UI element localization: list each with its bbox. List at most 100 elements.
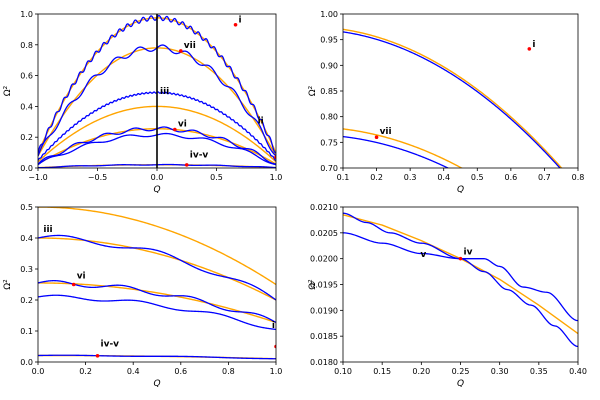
y-tick-label: 0.80 — [320, 113, 338, 122]
y-tick-label: 0.85 — [320, 87, 338, 96]
marker-point — [95, 354, 100, 358]
y-axis-label: Ω² — [3, 279, 13, 290]
y-tick-label: 0.75 — [320, 138, 338, 147]
x-tick-label: 0.1 — [337, 173, 350, 182]
annotation-iii: iii — [160, 87, 169, 97]
x-tick-label: 1.0 — [270, 173, 283, 182]
annotation-i: i — [239, 16, 242, 26]
approx-curve-i-fit — [343, 28, 563, 168]
x-tick-label: 0.4 — [127, 367, 140, 376]
y-tick-label: 0.95 — [320, 36, 338, 45]
annotation-vii: vii — [380, 127, 392, 137]
panel-top-left: i vii iii vi ii iv-v −1.0 −0.5 0.0 0.5 1.0 0.0 0.2 0.… — [3, 10, 282, 195]
y-tick-label: 0.90 — [320, 61, 338, 70]
x-tick-label: 0.15 — [373, 367, 391, 376]
x-tick-label: 0.30 — [491, 367, 509, 376]
curve-vii — [343, 135, 450, 168]
approx-curve-vii-fit — [343, 128, 463, 168]
plot-area: iii vi ii iv-v — [38, 207, 278, 360]
x-tick-label: 0.10 — [334, 367, 352, 376]
annotation-vi: vi — [178, 120, 187, 130]
x-tick-label: 0.8 — [572, 173, 585, 182]
plot-area: iv v — [343, 212, 578, 348]
axes-frame — [37, 206, 277, 363]
x-tick-label: −0.5 — [88, 173, 107, 182]
y-tick-label: 0.8 — [20, 41, 33, 50]
x-axis-label: Q — [153, 185, 160, 195]
y-tick-label: 0.0205 — [310, 229, 338, 238]
y-tick-label: 0.70 — [320, 164, 338, 173]
x-tick-label: 0.40 — [569, 367, 587, 376]
x-tick-label: 0.2 — [79, 367, 92, 376]
marker-point — [71, 282, 76, 287]
annotation-vii: vii — [184, 41, 196, 51]
y-tick-label: 0.0185 — [310, 332, 338, 341]
plot-area: i vii — [343, 28, 563, 168]
curve-iii — [38, 234, 276, 301]
plot-area: i vii iii vi ii iv-v — [38, 14, 276, 168]
y-tick-label: 0.2 — [20, 133, 33, 142]
approx-curve-vi-fit — [38, 282, 276, 324]
annotation-iv: iv — [464, 248, 473, 258]
annotation-iii: iii — [43, 225, 52, 235]
x-tick-label: 0.8 — [222, 367, 235, 376]
y-tick-label: 0.3 — [20, 265, 33, 274]
y-tick-label: 0.0190 — [310, 306, 338, 315]
marker-point — [274, 155, 276, 160]
x-axis-label: Q — [457, 379, 464, 389]
y-axis-label: Ω² — [308, 279, 318, 290]
curve-ii — [38, 294, 276, 331]
marker-point — [184, 163, 189, 167]
x-tick-label: −1.0 — [28, 173, 47, 182]
y-tick-label: 0.0210 — [310, 203, 338, 212]
x-tick-label: 0.25 — [452, 367, 470, 376]
curve-vi — [38, 280, 276, 324]
marker-point — [173, 127, 177, 132]
y-tick-label: 0.0180 — [310, 358, 338, 367]
y-axis-label: Ω² — [308, 85, 318, 96]
x-tick-label: 0.35 — [530, 367, 548, 376]
y-tick-label: 0.0 — [20, 164, 33, 173]
y-tick-label: 0.0200 — [310, 255, 338, 264]
marker-point — [274, 344, 276, 349]
x-tick-label: 0.0 — [151, 173, 164, 182]
x-tick-label: 0.2 — [370, 173, 383, 182]
panel-bottom-left: iii vi ii iv-v 0.0 0.2 0.4 0.6 0.8 1.0 0.0 0.1 0.2 0.… — [3, 203, 282, 389]
y-tick-label: 0.6 — [20, 72, 33, 81]
x-tick-label: 0.5 — [210, 173, 223, 182]
y-tick-label: 0.4 — [20, 102, 33, 111]
annotation-vi: vi — [77, 271, 86, 281]
marker-point — [179, 49, 183, 53]
x-tick-label: 1.0 — [270, 367, 283, 376]
y-tick-label: 1.0 — [20, 10, 33, 19]
approx-curve-iii-fit2 — [38, 237, 276, 301]
marker-point — [527, 47, 532, 51]
annotation-ii: ii — [272, 321, 278, 331]
panel-top-right: i vii 0.1 0.2 0.3 0.4 0.5 0.6 0.7 0.8 0.70 0.75 0.80… — [308, 10, 585, 195]
annotation-iv-v: iv-v — [101, 340, 120, 350]
annotation-iv-v: iv-v — [190, 150, 209, 160]
y-tick-label: 0.2 — [20, 296, 33, 305]
y-tick-label: 0.0195 — [310, 281, 338, 290]
panel-bottom-right: iv v 0.10 0.15 0.20 0.25 0.30 0.35 0.40 0.0180 0.0… — [308, 203, 587, 389]
approx-curve-iii-fit — [38, 207, 276, 286]
x-axis-label: Q — [153, 379, 160, 389]
x-tick-label: 0.3 — [404, 173, 417, 182]
curve-i — [343, 31, 561, 168]
x-tick-label: 0.0 — [32, 367, 45, 376]
marker-point — [458, 256, 463, 261]
annotation-i: i — [532, 40, 535, 50]
y-axis-label: Ω² — [3, 85, 13, 96]
x-tick-label: 0.5 — [471, 173, 484, 182]
x-axis-label: Q — [457, 185, 464, 195]
x-tick-label: 0.20 — [412, 367, 430, 376]
annotation-ii: ii — [258, 116, 264, 126]
curve-iv — [38, 354, 276, 360]
x-tick-label: 0.7 — [538, 173, 551, 182]
annotation-v: v — [420, 250, 426, 260]
y-tick-label: 1.00 — [320, 10, 338, 19]
axes-frame — [342, 206, 579, 363]
x-tick-label: 0.6 — [174, 367, 187, 376]
marker-point — [374, 135, 379, 139]
